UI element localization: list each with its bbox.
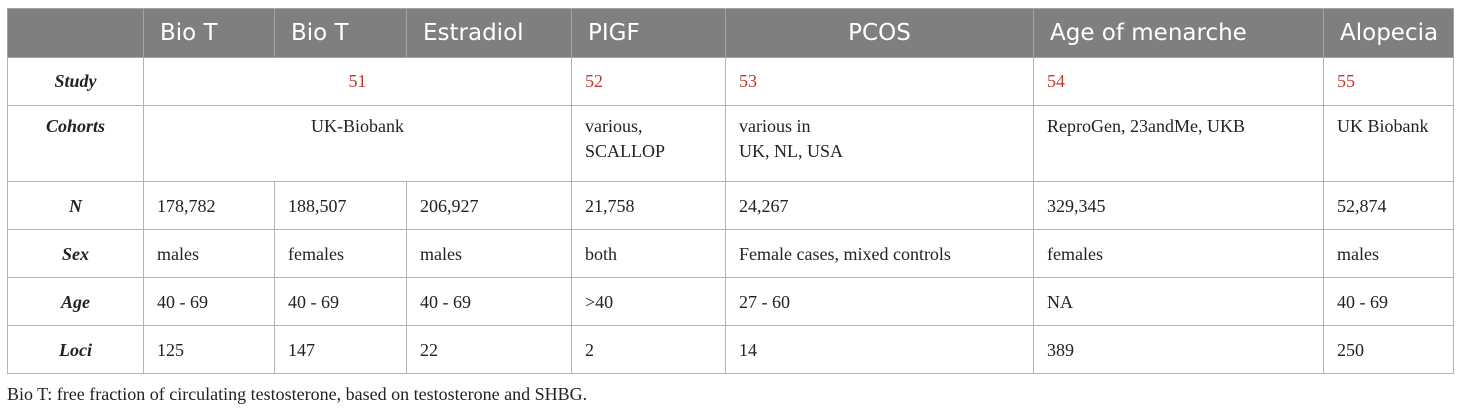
table-cell: 27 - 60 [725, 277, 1034, 326]
table-cell: 329,345 [1033, 181, 1324, 230]
table-cell: 24,267 [725, 181, 1034, 230]
cohort-cell-pigf: various, SCALLOP [571, 105, 726, 182]
reference-link[interactable]: 54 [1047, 71, 1065, 91]
table-cell: 178,782 [143, 181, 275, 230]
row-label-cohorts: Cohorts [7, 105, 144, 182]
cohort-line: UK, NL, USA [739, 141, 844, 161]
cohort-line: SCALLOP [585, 141, 666, 161]
table-cell: >40 [571, 277, 726, 326]
header-cell-pigf: PIGF [571, 8, 726, 58]
table-cell: males [143, 229, 275, 278]
table-cell: 52,874 [1323, 181, 1454, 230]
table-cell: males [1323, 229, 1454, 278]
header-cell-alopecia: Alopecia [1323, 8, 1454, 58]
table-cell: 40 - 69 [274, 277, 407, 326]
table-cell: 125 [143, 325, 275, 374]
study-ref-menarche: 54 [1033, 57, 1324, 106]
table-cell: 22 [406, 325, 572, 374]
table-row-study: Study 51 52 53 54 55 [7, 57, 1454, 106]
table-container: Bio T Bio T Estradiol PIGF PCOS Age of m… [7, 8, 1454, 374]
header-cell-blank [7, 8, 144, 58]
table-cell: both [571, 229, 726, 278]
study-ref-pcos: 53 [725, 57, 1034, 106]
table-cell: 250 [1323, 325, 1454, 374]
table-cell: 14 [725, 325, 1034, 374]
header-cell-bio-t-1: Bio T [143, 8, 275, 58]
cohort-cell-biobank: UK-Biobank [143, 105, 572, 182]
table-cell: 188,507 [274, 181, 407, 230]
table-cell: 40 - 69 [406, 277, 572, 326]
table-cell: Female cases, mixed controls [725, 229, 1034, 278]
study-ref-bio-t-estradiol: 51 [143, 57, 572, 106]
row-label-sex: Sex [7, 229, 144, 278]
reference-link[interactable]: 53 [739, 71, 757, 91]
cohort-cell-menarche: ReproGen, 23andMe, UKB [1033, 105, 1324, 182]
row-label-loci: Loci [7, 325, 144, 374]
reference-link[interactable]: 51 [348, 71, 367, 91]
table-cell: 206,927 [406, 181, 572, 230]
table-cell: females [1033, 229, 1324, 278]
table-cell: males [406, 229, 572, 278]
header-cell-bio-t-2: Bio T [274, 8, 407, 58]
table-cell: 40 - 69 [1323, 277, 1454, 326]
table-cell: females [274, 229, 407, 278]
table-cell: 21,758 [571, 181, 726, 230]
cohort-line: various in [739, 116, 811, 136]
header-row: Bio T Bio T Estradiol PIGF PCOS Age of m… [7, 8, 1454, 58]
table-row-sex: Sex males females males both Female case… [7, 229, 1454, 278]
reference-link[interactable]: 52 [585, 71, 603, 91]
table-cell: NA [1033, 277, 1324, 326]
study-ref-pigf: 52 [571, 57, 726, 106]
table-cell: 2 [571, 325, 726, 374]
cohort-line: various, [585, 116, 643, 136]
table-cell: 147 [274, 325, 407, 374]
cohort-cell-pcos: various in UK, NL, USA [725, 105, 1034, 182]
row-label-age: Age [7, 277, 144, 326]
header-cell-estradiol: Estradiol [406, 8, 572, 58]
table-row-cohorts: Cohorts UK-Biobank various, SCALLOP vari… [7, 105, 1454, 182]
table-row-loci: Loci 125 147 22 2 14 389 250 [7, 325, 1454, 374]
cohort-cell-alopecia: UK Biobank [1323, 105, 1454, 182]
data-table: Bio T Bio T Estradiol PIGF PCOS Age of m… [7, 8, 1454, 374]
study-ref-alopecia: 55 [1323, 57, 1454, 106]
table-cell: 40 - 69 [143, 277, 275, 326]
row-label-n: N [7, 181, 144, 230]
reference-link[interactable]: 55 [1337, 71, 1355, 91]
table-cell: 389 [1033, 325, 1324, 374]
header-cell-age-of-menarche: Age of menarche [1033, 8, 1324, 58]
table-row-n: N 178,782 188,507 206,927 21,758 24,267 … [7, 181, 1454, 230]
table-row-age: Age 40 - 69 40 - 69 40 - 69 >40 27 - 60 … [7, 277, 1454, 326]
table-footnote: Bio T: free fraction of circulating test… [7, 384, 588, 404]
row-label-study: Study [7, 57, 144, 106]
header-cell-pcos: PCOS [725, 8, 1034, 58]
